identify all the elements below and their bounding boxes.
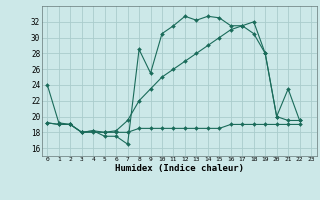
- X-axis label: Humidex (Indice chaleur): Humidex (Indice chaleur): [115, 164, 244, 173]
